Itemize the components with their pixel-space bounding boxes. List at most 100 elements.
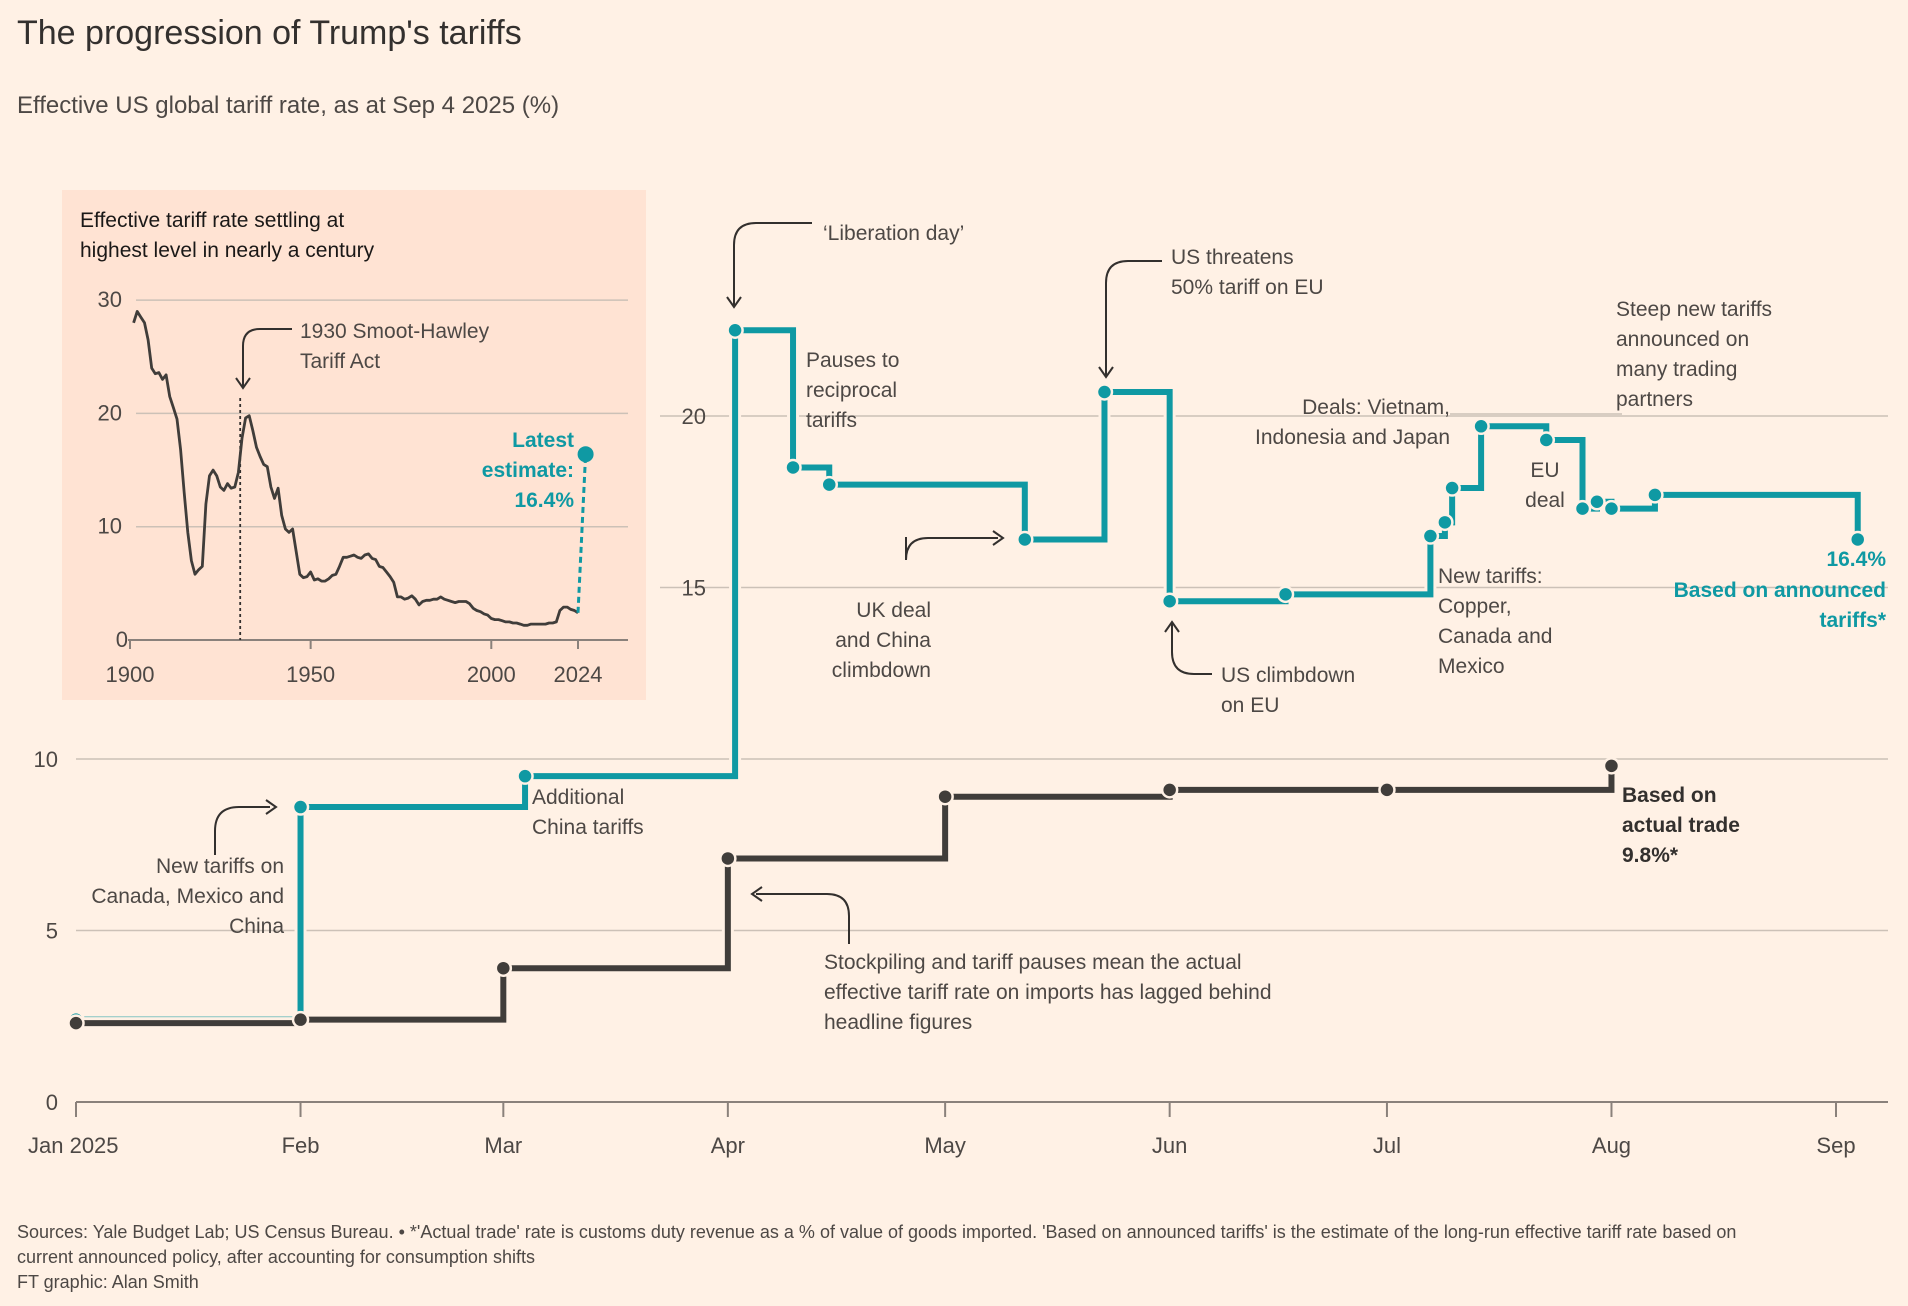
inset-historical-line (132, 310, 579, 627)
announced-point-14 (1472, 417, 1490, 436)
eu-deal-label-line-1: EU (1530, 459, 1559, 482)
steep-label-line-4: partners (1616, 388, 1693, 411)
actual-end-label-line-1: Based on (1622, 784, 1717, 807)
announced-point-8 (1095, 383, 1114, 401)
actual-end-label-line-2: actual trade (1622, 814, 1740, 837)
x-tick-label-8: Sep (1816, 1133, 1855, 1158)
y-tick-label-0: 0 (46, 1090, 58, 1115)
announced-point-6 (820, 475, 839, 494)
announced-point-10 (1276, 585, 1295, 604)
y-tick-label-15: 15 (682, 576, 706, 601)
climbdown-arrow (1171, 624, 1212, 675)
announced-point-12 (1436, 513, 1454, 532)
climbdown-label-line-2: on EU (1221, 694, 1279, 717)
announced-point-16 (1573, 499, 1592, 518)
main-annotations: ‘Liberation day’ Pauses to reciprocal tarif… (91, 222, 1772, 1034)
threatens-label-line-2: 50% tariff on EU (1171, 276, 1324, 299)
pauses-label-line-2: reciprocal (806, 379, 897, 402)
announced-point-3 (516, 767, 534, 785)
copper-label-line-1: New tariffs: (1438, 565, 1543, 588)
stockpiling-label-line-3: headline figures (824, 1011, 972, 1034)
main-gridlines: 0 5 10 15 20 (34, 404, 1888, 1115)
stockpiling-label-line-1: Stockpiling and tariff pauses mean the a… (824, 951, 1242, 974)
deals-label-line-1: Deals: Vietnam, (1302, 396, 1450, 419)
inset-title-line-1: Effective tariff rate settling at (80, 209, 344, 232)
inset-y-tick-label-20: 20 (98, 400, 122, 425)
inset-latest-dashed-line (576, 454, 588, 613)
inset-y-tick-label-10: 10 (98, 514, 122, 539)
announced-point-2 (291, 798, 310, 816)
announced-end-label-1: Based on announced (1674, 579, 1886, 602)
actual-point-4 (719, 849, 737, 868)
footer-sources-cont: current announced policy, after accounti… (17, 1247, 535, 1267)
canada-arrow-head (265, 799, 278, 815)
announced-point-19 (1646, 486, 1664, 504)
y-tick-label-5: 5 (46, 919, 58, 944)
footer-credit: FT graphic: Alan Smith (17, 1272, 199, 1292)
threatens-arrow (1105, 260, 1162, 375)
actual-point-1 (67, 1014, 85, 1032)
inset-y-tick-label-30: 30 (98, 287, 122, 312)
x-tick-label-1: Feb (282, 1133, 320, 1158)
smoot-hawley-label-line-1: 1930 Smoot-Hawley (300, 320, 490, 343)
inset-y-tick-label-0: 0 (116, 627, 128, 652)
inset-background (62, 190, 646, 700)
x-tick-label-6: Jul (1373, 1133, 1401, 1158)
smoot-hawley-arrow (242, 328, 292, 386)
actual-end-label-line-3: 9.8%* (1622, 844, 1679, 867)
inset-latest-estimate-point (577, 446, 594, 463)
copper-label-line-4: Mexico (1438, 655, 1505, 678)
additional-china-label-line-2: China tariffs (532, 816, 644, 839)
inset-gridlines: 0 10 20 30 (98, 287, 628, 652)
announced-point-5 (784, 458, 802, 477)
latest-estimate-label-line-1: Latest (512, 429, 574, 452)
actual-point-5 (936, 787, 954, 806)
inset-x-tick-label-1900: 1900 (106, 662, 155, 687)
threatens-label-line-1: US threatens (1171, 246, 1294, 269)
inset-title-line-2: highest level in nearly a century (80, 239, 375, 262)
announced-point-4 (726, 321, 744, 339)
canada-arrow (214, 806, 270, 855)
actual-point-6 (1160, 781, 1179, 799)
announced-point-17 (1588, 493, 1606, 511)
latest-estimate-label-line-3: 16.4% (514, 489, 574, 512)
canada-label-line-1: New tariffs on (156, 855, 284, 878)
liberation-arrow (733, 222, 812, 305)
main-series (67, 321, 1867, 1032)
x-tick-label-7: Aug (1592, 1133, 1631, 1158)
announced-point-9 (1160, 592, 1179, 610)
pauses-label-line-1: Pauses to (806, 349, 899, 372)
actual-point-3 (494, 959, 513, 977)
announced-point-20 (1848, 530, 1867, 549)
uk-deal-label-line-1: UK deal (856, 599, 931, 622)
footer-sources: Sources: Yale Budget Lab; US Census Bure… (17, 1222, 1736, 1242)
latest-estimate-label-line-2: estimate: (482, 459, 574, 482)
x-tick-label-2: Mar (484, 1133, 522, 1158)
steep-label-line-3: many trading (1616, 358, 1737, 381)
inset-title: Effective tariff rate settling at highest… (80, 209, 375, 262)
announced-point-13 (1443, 479, 1461, 497)
y-tick-label-20: 20 (682, 404, 706, 429)
additional-china-label-line-1: Additional (532, 786, 624, 809)
inset-x-tick-label-2000: 2000 (467, 662, 516, 687)
threatens-arrow-head (1098, 366, 1114, 379)
eu-deal-label-line-2: deal (1525, 489, 1565, 512)
announced-point-18 (1602, 499, 1621, 518)
announced-end-label-2: tariffs* (1819, 609, 1886, 632)
canada-label-line-3: China (229, 915, 284, 938)
actual-line (76, 765, 1615, 1027)
deals-label-line-2: Indonesia and Japan (1255, 426, 1450, 449)
climbdown-label-line-1: US climbdown (1221, 664, 1355, 687)
chart-title: The progression of Trump's tariffs (17, 14, 522, 52)
x-tick-label-5: Jun (1152, 1133, 1187, 1158)
announced-end-value: 16.4% (1826, 548, 1886, 571)
inset-x-tick-label-1950: 1950 (286, 662, 335, 687)
announced-point-11 (1421, 527, 1440, 545)
liberation-label-line-1: ‘Liberation day’ (823, 222, 964, 245)
inset-x-tick-label-2024: 2024 (554, 662, 603, 687)
y-tick-label-10: 10 (34, 747, 58, 772)
copper-label-line-3: Canada and (1438, 625, 1552, 648)
chart-subtitle: Effective US global tariff rate, as at S… (17, 92, 559, 119)
x-tick-label-4: May (924, 1133, 966, 1158)
